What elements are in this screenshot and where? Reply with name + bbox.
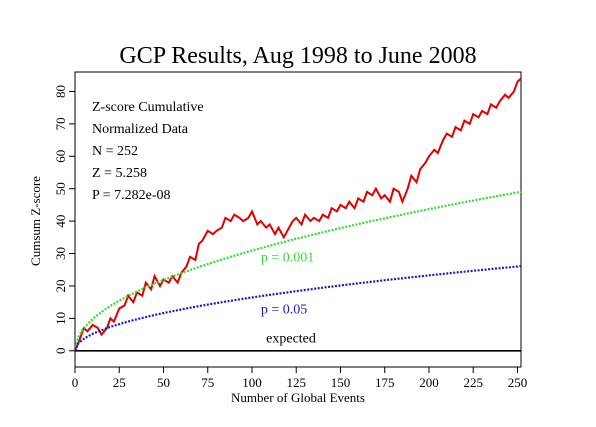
stats-line: P = 7.282e-08 (92, 188, 171, 203)
x-tick-label: 200 (419, 375, 439, 390)
stats-line: Z-score Cumulative (92, 100, 204, 115)
x-tick-label: 125 (286, 375, 306, 390)
x-axis-ticks: 0 25 50 75 100 125 150 175 200 225 250 (72, 367, 527, 390)
x-axis-label: Number of Global Events (231, 390, 365, 405)
x-tick-label: 75 (201, 375, 214, 390)
chart-title: GCP Results, Aug 1998 to June 2008 (119, 43, 476, 69)
y-tick-label: 30 (53, 247, 68, 260)
series-layer (73, 77, 522, 352)
y-tick-label: 50 (53, 182, 68, 195)
y-tick-label: 80 (53, 85, 68, 98)
x-tick-label: 50 (157, 375, 170, 390)
annotation-label: expected (266, 332, 316, 347)
x-tick-label: 0 (72, 375, 79, 390)
envelope-p001-line (73, 190, 522, 352)
annotation-layer: p = 0.001 p = 0.05 expected (261, 251, 316, 347)
y-tick-label: 20 (53, 279, 68, 292)
x-tick-label: 225 (463, 375, 483, 390)
plot-frame (74, 71, 522, 368)
y-tick-label: 70 (53, 117, 68, 130)
annotation-label: p = 0.05 (261, 303, 307, 318)
y-tick-label: 60 (53, 150, 68, 163)
y-tick-label: 0 (53, 348, 68, 355)
annotation-label: p = 0.001 (261, 251, 314, 266)
envelope-p05-line (74, 265, 522, 352)
y-axis-ticks: 0 10 20 30 40 50 60 70 80 (53, 85, 75, 354)
x-tick-label: 150 (331, 375, 351, 390)
stats-line: N = 252 (92, 144, 138, 159)
y-tick-label: 40 (53, 215, 68, 228)
x-tick-label: 175 (375, 375, 395, 390)
stats-line: Normalized Data (92, 122, 189, 137)
x-tick-label: 250 (508, 375, 528, 390)
stats-line: Z = 5.258 (92, 166, 147, 181)
y-axis-label: Cumsum Z-score (28, 176, 43, 266)
cumulative-zscore-line (74, 77, 522, 352)
x-tick-label: 100 (242, 375, 262, 390)
x-tick-label: 25 (113, 375, 126, 390)
stats-text-block: Z-score Cumulative Normalized Data N = 252… (92, 100, 204, 203)
y-tick-label: 10 (53, 312, 68, 325)
